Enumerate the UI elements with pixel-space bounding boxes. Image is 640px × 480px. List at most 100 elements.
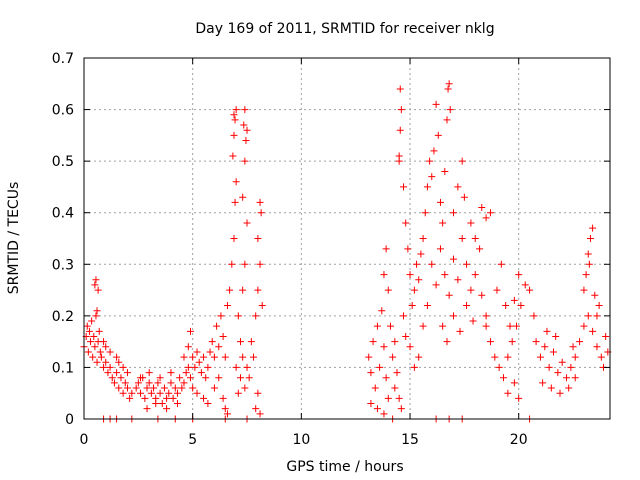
data-point <box>128 389 136 397</box>
data-point <box>254 389 262 397</box>
data-point <box>410 286 418 294</box>
data-point <box>376 363 384 371</box>
data-point <box>117 374 125 382</box>
data-point <box>382 245 390 253</box>
data-point <box>191 363 199 371</box>
data-point <box>143 384 151 392</box>
data-point <box>450 209 458 217</box>
data-point <box>400 183 408 191</box>
data-point <box>571 374 579 382</box>
data-point <box>397 405 405 413</box>
data-point <box>137 389 145 397</box>
data-point <box>197 369 205 377</box>
data-point <box>231 116 239 124</box>
data-point <box>160 384 168 392</box>
data-point <box>252 405 260 413</box>
data-point <box>582 271 590 279</box>
data-point <box>439 219 447 227</box>
data-point <box>591 291 599 299</box>
data-point <box>393 369 401 377</box>
data-point <box>236 338 244 346</box>
data-point <box>232 106 240 114</box>
plot-frame <box>83 57 611 420</box>
x-axis-label: GPS time / hours <box>286 459 403 475</box>
data-point <box>406 271 414 279</box>
data-point <box>206 348 214 356</box>
data-point <box>239 193 247 201</box>
data-point <box>367 369 375 377</box>
data-point <box>367 400 375 408</box>
data-point <box>410 363 418 371</box>
data-point <box>115 358 123 366</box>
data-point <box>369 338 377 346</box>
data-point <box>215 343 223 351</box>
data-point <box>521 281 529 289</box>
data-point <box>402 332 410 340</box>
data-point <box>134 379 142 387</box>
data-point <box>213 322 221 330</box>
data-point <box>386 322 394 330</box>
data-point <box>443 116 451 124</box>
data-point <box>169 394 177 402</box>
data-point <box>417 250 425 258</box>
data-point <box>215 374 223 382</box>
data-point <box>482 312 490 320</box>
data-point <box>137 374 145 382</box>
data-point <box>428 173 436 181</box>
data-point <box>432 281 440 289</box>
data-point <box>156 389 164 397</box>
data-point <box>552 332 560 340</box>
data-point <box>93 358 101 366</box>
data-point <box>423 302 431 310</box>
data-point <box>384 394 392 402</box>
data-point <box>232 178 240 186</box>
data-point <box>478 204 486 212</box>
data-point <box>441 167 449 175</box>
data-point <box>176 374 184 382</box>
data-point <box>476 245 484 253</box>
data-point <box>584 250 592 258</box>
data-point <box>395 394 403 402</box>
data-point <box>102 358 110 366</box>
data-point <box>584 312 592 320</box>
data-point <box>189 353 197 361</box>
data-point <box>158 400 166 408</box>
data-point <box>593 312 601 320</box>
data-point <box>482 214 490 222</box>
data-point <box>87 338 95 346</box>
data-point <box>241 384 249 392</box>
data-point <box>428 260 436 268</box>
data-point <box>400 312 408 320</box>
data-point <box>510 379 518 387</box>
data-point <box>113 353 121 361</box>
data-point <box>532 338 540 346</box>
data-point <box>495 363 503 371</box>
data-point <box>454 276 462 284</box>
data-point <box>152 400 160 408</box>
data-point <box>231 198 239 206</box>
data-point <box>221 353 229 361</box>
data-point <box>471 271 479 279</box>
data-point <box>230 235 238 242</box>
data-point <box>184 363 192 371</box>
data-point <box>526 286 534 294</box>
data-point <box>508 338 516 346</box>
data-point <box>563 374 571 382</box>
data-point <box>576 338 584 346</box>
data-point <box>543 327 551 335</box>
data-point <box>141 394 149 402</box>
data-point <box>415 353 423 361</box>
axis-ticks: 0 0.1 0.2 0.3 0.4 0.5 0.6 0.7 0 5 10 15 20 <box>52 51 610 448</box>
data-point <box>204 400 212 408</box>
y-tick-label: 0.1 <box>52 360 74 376</box>
data-point <box>380 343 388 351</box>
data-point <box>454 183 462 191</box>
data-point <box>100 338 108 346</box>
data-point <box>469 317 477 325</box>
data-point <box>171 384 179 392</box>
data-point <box>90 332 98 340</box>
data-point <box>230 111 238 119</box>
data-point <box>110 379 118 387</box>
data-point <box>180 379 188 387</box>
data-point <box>380 410 388 418</box>
